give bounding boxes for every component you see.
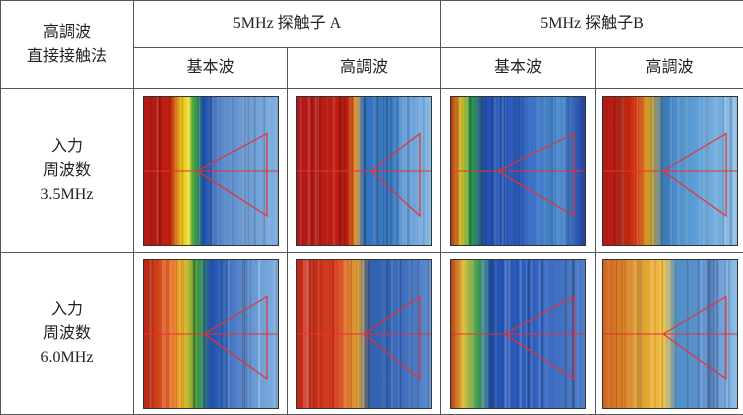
label-line: 周波数	[1, 159, 133, 183]
label-line: 周波数	[1, 322, 133, 346]
scan-image	[296, 96, 432, 246]
subheader: 基本波	[134, 48, 288, 89]
scan-image	[143, 259, 279, 409]
header-row: 高調波 直接接触法 5MHz 探触子 A 5MHz 探触子B	[1, 1, 743, 48]
scan-image	[450, 96, 586, 246]
image-cell	[596, 89, 743, 253]
group-header: 5MHz 探触子 A	[134, 1, 441, 48]
subheader: 高調波	[288, 48, 441, 89]
scan-image	[296, 259, 432, 409]
row-label: 入力 周波数 3.5MHz	[1, 89, 134, 253]
subheader: 高調波	[596, 48, 743, 89]
image-cell	[441, 89, 596, 253]
row-label: 入力 周波数 6.0MHz	[1, 253, 134, 415]
image-cell	[596, 253, 743, 415]
title-line: 直接接触法	[1, 45, 133, 69]
label-line: 3.5MHz	[1, 183, 133, 207]
label-line: 入力	[1, 298, 133, 322]
scan-image	[450, 259, 586, 409]
group-header: 5MHz 探触子B	[441, 1, 743, 48]
image-cell	[134, 89, 288, 253]
scan-image	[602, 259, 738, 409]
row: 入力 周波数 3.5MHz	[1, 89, 743, 253]
scan-image	[143, 96, 279, 246]
results-table: 高調波 直接接触法 5MHz 探触子 A 5MHz 探触子B 基本波 高調波 基…	[0, 0, 743, 415]
page: 高調波 直接接触法 5MHz 探触子 A 5MHz 探触子B 基本波 高調波 基…	[0, 0, 743, 414]
label-line: 6.0MHz	[1, 346, 133, 370]
image-cell	[288, 89, 441, 253]
scan-image	[602, 96, 738, 246]
corner-cell: 高調波 直接接触法	[1, 1, 134, 89]
row: 入力 周波数 6.0MHz	[1, 253, 743, 415]
label-line: 入力	[1, 135, 133, 159]
image-cell	[288, 253, 441, 415]
image-cell	[134, 253, 288, 415]
image-cell	[441, 253, 596, 415]
subheader: 基本波	[441, 48, 596, 89]
title-line: 高調波	[1, 21, 133, 45]
